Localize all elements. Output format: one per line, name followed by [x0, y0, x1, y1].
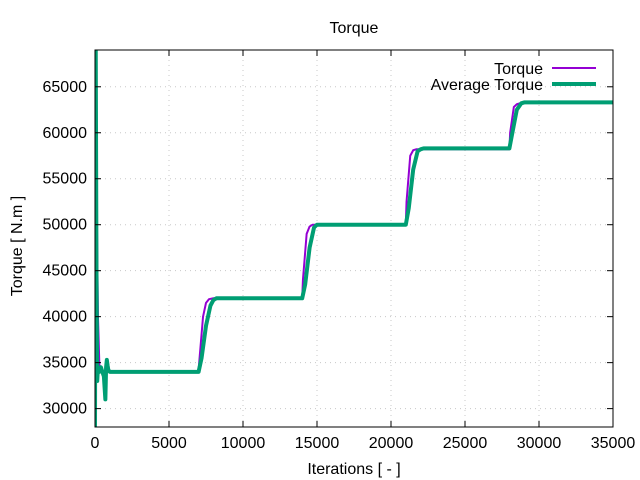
tick-marks [94, 50, 614, 427]
y-tick-label: 65000 [43, 79, 88, 96]
y-tick-label: 45000 [43, 263, 88, 280]
x-tick-label: 20000 [369, 435, 414, 452]
y-axis-label: Torque [ N.m ] [9, 196, 26, 296]
x-tick-label: 10000 [221, 435, 266, 452]
plot-frame [94, 49, 614, 428]
y-tick-labels: 30000 35000 40000 45000 50000 55000 60000 65000 [43, 79, 88, 418]
y-tick-label: 30000 [43, 401, 88, 418]
y-tick-label: 35000 [43, 355, 88, 372]
x-tick-label: 35000 [591, 435, 636, 452]
series-line-average-torque [95, 50, 613, 427]
chart-title: Torque [330, 20, 379, 37]
series-layer [95, 50, 613, 427]
x-tick-label: 5000 [151, 435, 187, 452]
legend: Torque Average Torque [431, 61, 596, 94]
y-tick-label: 40000 [43, 309, 88, 326]
legend-label-average-torque: Average Torque [431, 77, 543, 94]
x-tick-label: 25000 [443, 435, 488, 452]
legend-label-torque: Torque [494, 61, 543, 78]
x-axis-label: Iterations [ - ] [307, 461, 400, 478]
x-tick-label: 30000 [517, 435, 562, 452]
x-tick-label: 15000 [295, 435, 340, 452]
x-tick-labels: 0 5000 10000 15000 20000 25000 30000 35000 [91, 435, 636, 452]
y-tick-label: 50000 [43, 217, 88, 234]
y-tick-label: 60000 [43, 125, 88, 142]
x-tick-label: 0 [91, 435, 100, 452]
y-tick-label: 55000 [43, 171, 88, 188]
